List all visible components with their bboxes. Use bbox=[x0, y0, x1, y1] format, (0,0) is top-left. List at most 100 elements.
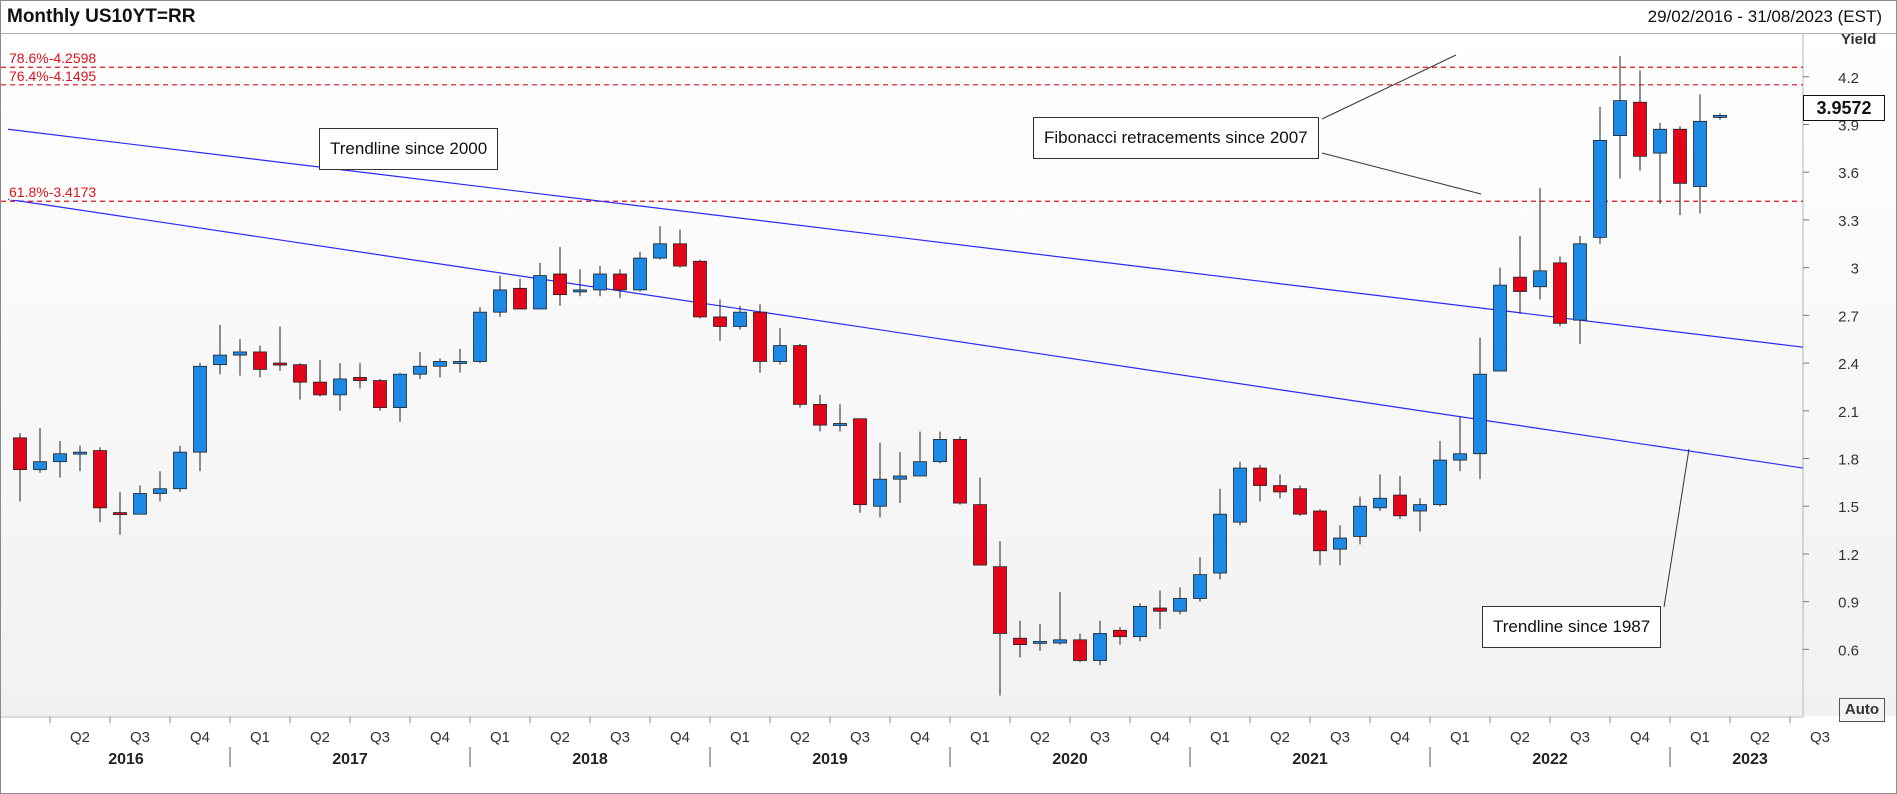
candle-body bbox=[153, 488, 167, 494]
candle-body bbox=[1553, 262, 1567, 324]
candle-body bbox=[53, 453, 67, 463]
candle-body bbox=[173, 451, 187, 490]
fibonacci-levels bbox=[1, 66, 1803, 202]
candle-body bbox=[973, 504, 987, 566]
candle bbox=[953, 436, 967, 505]
x-quarter-label: Q1 bbox=[730, 729, 750, 746]
candle-body bbox=[273, 362, 287, 366]
candle-body bbox=[333, 378, 347, 396]
candle bbox=[1473, 337, 1487, 480]
annotation-leader-lines bbox=[1321, 54, 1690, 608]
candle bbox=[1173, 587, 1187, 615]
x-quarter-label: Q2 bbox=[790, 729, 810, 746]
candle bbox=[1433, 441, 1447, 507]
annotation-trendline-since-1987: Trendline since 1987 bbox=[1482, 606, 1662, 648]
candle bbox=[833, 404, 847, 432]
candle bbox=[1273, 474, 1287, 499]
candle-body bbox=[353, 376, 367, 381]
y-tick-label: 3 bbox=[1851, 261, 1859, 278]
candle-body bbox=[1273, 485, 1287, 493]
x-quarter-label: Q3 bbox=[1090, 729, 1110, 746]
candle-body bbox=[1153, 607, 1167, 612]
candle-body bbox=[913, 461, 927, 477]
candle-body bbox=[1493, 284, 1507, 372]
y-axis-title: Yield bbox=[1841, 31, 1877, 48]
candle bbox=[73, 445, 87, 472]
fibonacci-label: 61.8%-3.4173 bbox=[9, 184, 97, 201]
candle bbox=[213, 324, 227, 375]
candle bbox=[153, 471, 167, 502]
candle-body bbox=[233, 351, 247, 356]
x-quarter-label: Q3 bbox=[610, 729, 630, 746]
candle-body bbox=[1193, 574, 1207, 599]
candle bbox=[873, 442, 887, 518]
candle bbox=[753, 304, 767, 373]
candle bbox=[1313, 509, 1327, 566]
y-tick-label: 3.3 bbox=[1838, 213, 1859, 230]
candle bbox=[393, 372, 407, 422]
y-tick-label: 1.2 bbox=[1838, 547, 1859, 564]
candle-body bbox=[1133, 606, 1147, 638]
candle-body bbox=[1113, 629, 1127, 638]
candle bbox=[353, 363, 367, 389]
y-tick-label: 3.6 bbox=[1838, 165, 1859, 182]
candle bbox=[1153, 590, 1167, 629]
candle bbox=[653, 226, 667, 260]
x-year-label: 2018 bbox=[572, 751, 608, 768]
annotation-trendline-since-2000: Trendline since 2000 bbox=[319, 128, 499, 170]
fibonacci-label: 78.6%-4.2598 bbox=[9, 50, 97, 67]
candle bbox=[1713, 113, 1727, 120]
x-year-label: 2022 bbox=[1532, 751, 1568, 768]
candle-body bbox=[473, 311, 487, 362]
date-range[interactable]: 29/02/2016 - 31/08/2023 (EST) bbox=[1647, 7, 1882, 26]
candle bbox=[1533, 188, 1547, 300]
candle bbox=[1633, 70, 1647, 171]
candle bbox=[593, 266, 607, 297]
candle bbox=[973, 477, 987, 566]
y-tick-label: 1.8 bbox=[1838, 452, 1859, 469]
candle bbox=[1213, 488, 1227, 580]
candle-body bbox=[1073, 639, 1087, 661]
x-quarter-label: Q4 bbox=[190, 729, 210, 746]
y-tick-label: 3.9 bbox=[1838, 117, 1859, 134]
candle bbox=[1193, 557, 1207, 602]
candle bbox=[93, 447, 107, 523]
y-axis: 0.6 0.9 1.2 1.5 1.8 2.1 2.4 2.7 3 3.3 3.6 3.9 4.2 bbox=[1802, 34, 1859, 717]
candle-body bbox=[753, 311, 767, 362]
candle bbox=[293, 363, 307, 400]
x-quarter-label: Q3 bbox=[1810, 729, 1830, 746]
x-quarter-label: Q1 bbox=[970, 729, 990, 746]
candle-body bbox=[433, 361, 447, 367]
candle-body bbox=[193, 365, 207, 453]
candle-body bbox=[33, 461, 47, 471]
x-quarter-label: Q1 bbox=[1690, 729, 1710, 746]
x-quarter-label: Q4 bbox=[670, 729, 690, 746]
candle bbox=[813, 394, 827, 432]
candle bbox=[513, 278, 527, 310]
candle-body bbox=[1393, 494, 1407, 517]
candle bbox=[173, 445, 187, 492]
candle bbox=[1573, 235, 1587, 344]
candle-body bbox=[533, 275, 547, 310]
candle bbox=[1673, 126, 1687, 216]
candle bbox=[613, 269, 627, 298]
candle-body bbox=[1213, 513, 1227, 574]
candle-body bbox=[1053, 639, 1067, 644]
candle-body bbox=[853, 418, 867, 506]
candle bbox=[1393, 476, 1407, 519]
candle-body bbox=[1513, 276, 1527, 292]
candle-body bbox=[493, 289, 507, 313]
candle-body bbox=[1093, 633, 1107, 661]
candle-body bbox=[1033, 641, 1047, 644]
candle bbox=[693, 259, 707, 319]
candle-body bbox=[1173, 598, 1187, 612]
trendline bbox=[7, 198, 1804, 469]
candle bbox=[53, 441, 67, 478]
auto-scale-button[interactable]: Auto bbox=[1839, 698, 1885, 722]
candle-body bbox=[133, 493, 147, 515]
candle-body bbox=[1293, 488, 1307, 515]
candle bbox=[713, 299, 727, 341]
candles bbox=[13, 56, 1727, 696]
candle-body bbox=[933, 439, 947, 463]
